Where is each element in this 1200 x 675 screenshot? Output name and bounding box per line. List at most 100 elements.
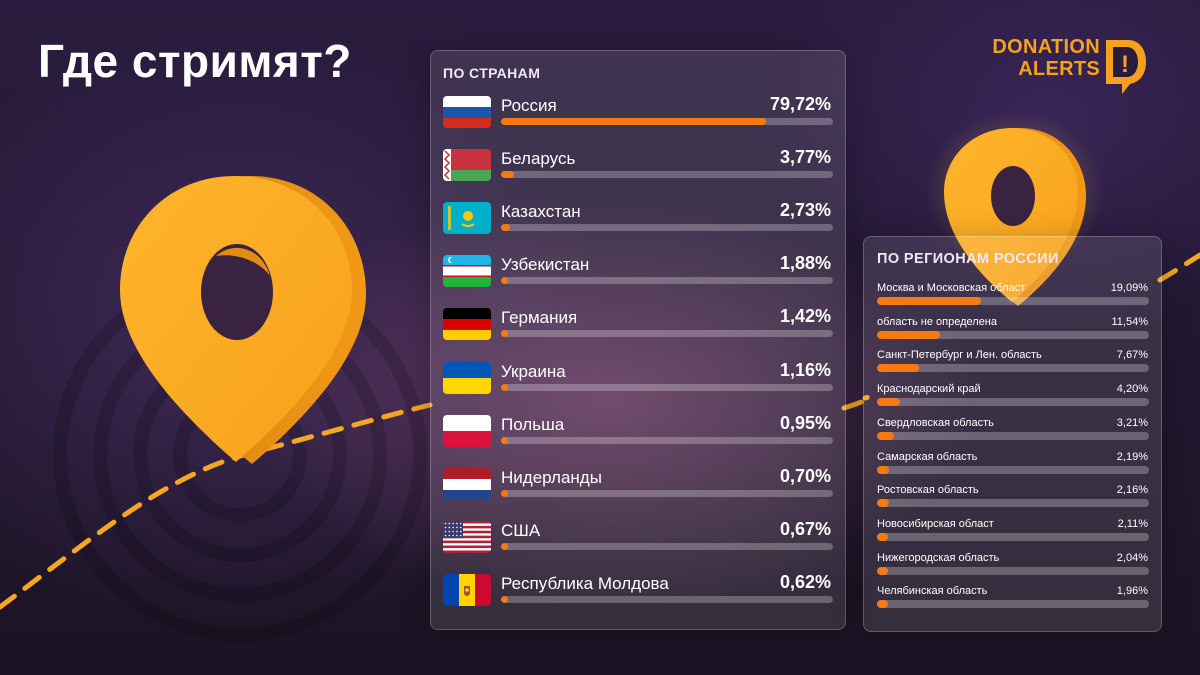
country-bar-track (501, 383, 833, 391)
country-row: США 0,67% (431, 518, 845, 561)
country-bar-track (501, 118, 833, 125)
region-bar-track (877, 364, 1149, 373)
country-row: Германия 1,42% (431, 306, 845, 348)
region-bar (877, 600, 888, 609)
region-bar-track (877, 600, 1149, 609)
region-row: Самарская область 2,19% (864, 450, 1161, 482)
region-name: Краснодарский край (877, 383, 981, 396)
country-row: Польша 0,95% (431, 412, 845, 455)
region-bar (877, 330, 940, 339)
region-value-label: 2,11% (1117, 517, 1148, 530)
usa-flag-icon (443, 520, 491, 553)
country-value-label: 1,42% (779, 306, 831, 327)
country-value-label: 3,77% (779, 147, 831, 168)
logo-wordmark: DONATION ALERTS (978, 36, 1100, 80)
country-row: Беларусь 3,77% (431, 147, 845, 189)
region-name: Санкт-Петербург и Лен. область (877, 349, 1042, 362)
region-value-label: 1,96% (1116, 585, 1148, 598)
country-bar-track (501, 224, 833, 232)
region-row: Ростовская область 2,16% (864, 483, 1161, 515)
country-bar (501, 436, 508, 444)
location-pin-small-icon (925, 110, 1105, 306)
netherlands-flag-icon (443, 467, 491, 500)
region-row: Санкт-Петербург и Лен. область 7,67% (864, 348, 1161, 380)
location-pin-icon (120, 176, 366, 464)
region-name: Самарская область (877, 450, 978, 463)
country-value-label: 79,72% (769, 94, 831, 114)
country-bar-track (501, 171, 833, 179)
region-value-label: 11,54% (1111, 315, 1149, 328)
region-bar (877, 465, 889, 474)
region-bar-track (877, 330, 1149, 339)
region-row: область не определена 11,54% (864, 315, 1161, 347)
country-value-label: 0,67% (779, 518, 831, 539)
uzbekistan-flag-icon (443, 255, 491, 288)
region-row: Челябинская область 1,96% (864, 584, 1161, 616)
region-value-label: 2,04% (1116, 551, 1148, 564)
countries-panel: ПО СТРАНАМ Россия 79,72% Беларусь 3,77% Каза… (430, 50, 846, 630)
donation-alerts-logo: DONATION ALERTS ! (978, 34, 1163, 98)
kazakhstan-flag-icon (443, 202, 491, 235)
countries-panel-title: ПО СТРАНАМ (443, 65, 541, 81)
region-bar (877, 297, 981, 305)
country-row: Нидерланды 0,70% (431, 465, 845, 508)
region-name: Москва и Московская област (877, 282, 1026, 294)
logo-exclamation: ! (1121, 51, 1129, 78)
country-bar (501, 330, 508, 338)
region-name: Челябинская область (877, 585, 988, 598)
country-value-label: 1,16% (779, 359, 831, 380)
region-value-label: 2,16% (1116, 484, 1148, 497)
logo-line-1: DONATION (992, 36, 1100, 58)
country-bar-track (501, 595, 833, 603)
country-value-label: 1,88% (779, 253, 831, 274)
region-bar-track (877, 532, 1149, 541)
region-bar (877, 431, 895, 440)
country-name: Казахстан (501, 202, 581, 222)
country-name: Украина (501, 361, 566, 381)
country-bar (501, 489, 508, 497)
logo-line-2: ALERTS (1018, 58, 1100, 80)
country-name: США (501, 520, 541, 540)
country-bar (501, 595, 508, 603)
country-name: Беларусь (501, 149, 576, 169)
country-bar (501, 277, 508, 285)
country-bar-track (501, 277, 833, 285)
russia-flag-icon (443, 96, 491, 128)
country-bar (501, 542, 508, 550)
region-value-label: 4,20% (1116, 383, 1148, 396)
region-name: Новосибирская област (877, 517, 994, 530)
region-name: область не определена (877, 315, 998, 328)
region-value-label: 7,67% (1116, 349, 1148, 362)
country-row: Украина 1,16% (431, 359, 845, 402)
country-value-label: 0,62% (779, 571, 831, 592)
region-name: Нижегородская область (877, 551, 1000, 564)
germany-flag-icon (443, 308, 491, 341)
country-bar-track (501, 489, 833, 497)
regions-panel-title: ПО РЕГИОНАМ РОССИИ (877, 251, 1059, 267)
region-name: Ростовская область (877, 484, 979, 497)
country-value-label: 0,70% (779, 465, 831, 486)
region-row: Свердловская область 3,21% (864, 416, 1161, 448)
country-bar (501, 118, 766, 125)
region-value-label: 2,19% (1116, 450, 1148, 463)
region-row: Москва и Московская област 19,09% (864, 281, 1161, 313)
country-row: Казахстан 2,73% (431, 200, 845, 242)
country-name: Нидерланды (501, 467, 602, 487)
country-bar-track (501, 330, 833, 338)
country-bar (501, 383, 508, 391)
region-bar-track (877, 398, 1149, 407)
country-name: Германия (501, 308, 578, 328)
region-row: Краснодарский край 4,20% (864, 382, 1161, 414)
belarus-flag-icon (443, 149, 491, 182)
region-bar (877, 398, 900, 407)
page-title: Где стримят? (38, 35, 352, 87)
country-name: Россия (501, 96, 557, 115)
country-value-label: 2,73% (779, 200, 831, 221)
region-row: Новосибирская област 2,11% (864, 517, 1161, 549)
regions-panel: ПО РЕГИОНАМ РОССИИ Москва и Московская о… (863, 236, 1162, 632)
country-value-label: 0,95% (779, 412, 831, 433)
moldova-flag-icon (443, 573, 491, 606)
country-bar-track (501, 542, 833, 550)
country-row: Узбекистан 1,88% (431, 253, 845, 295)
poland-flag-icon (443, 414, 491, 447)
